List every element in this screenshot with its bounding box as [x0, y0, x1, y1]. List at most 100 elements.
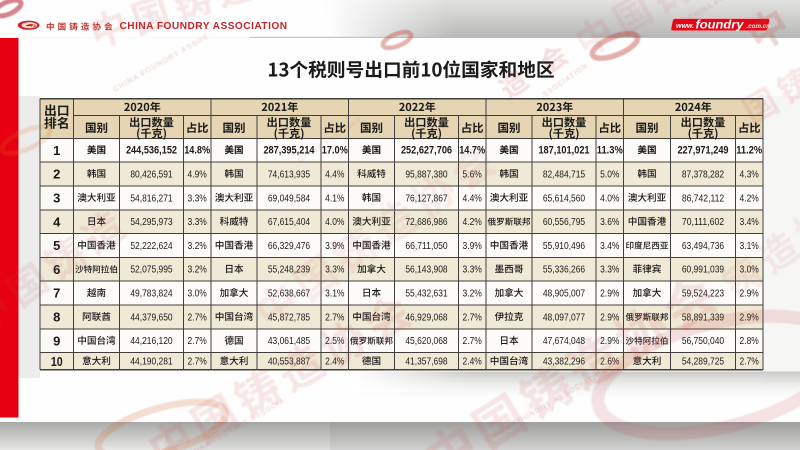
- svg-text:60,991,039: 60,991,039: [682, 265, 725, 276]
- svg-text:44,216,120: 44,216,120: [130, 336, 173, 347]
- svg-text:60,556,795: 60,556,795: [543, 217, 586, 228]
- svg-text:41,357,698: 41,357,698: [405, 357, 448, 368]
- svg-text:11.2%: 11.2%: [736, 145, 762, 157]
- svg-text:10: 10: [51, 354, 63, 369]
- svg-text:66,711,050: 66,711,050: [405, 241, 448, 252]
- svg-text:2.9%: 2.9%: [600, 336, 619, 347]
- svg-text:1: 1: [53, 143, 60, 158]
- svg-text:8: 8: [53, 310, 60, 325]
- svg-text:65,614,560: 65,614,560: [543, 193, 586, 204]
- svg-text:87,378,282: 87,378,282: [682, 169, 725, 180]
- svg-text:55,248,239: 55,248,239: [268, 265, 311, 276]
- svg-text:45,620,068: 45,620,068: [405, 336, 448, 347]
- svg-text:3.3%: 3.3%: [188, 193, 207, 204]
- svg-text:3.6%: 3.6%: [600, 217, 619, 228]
- svg-text:3.1%: 3.1%: [325, 289, 344, 300]
- svg-text:CHINA FOUNDRY ASSOCIATION: CHINA FOUNDRY ASSOCIATION: [120, 21, 288, 32]
- svg-text:55,910,496: 55,910,496: [543, 241, 586, 252]
- svg-text:2.5%: 2.5%: [325, 336, 344, 347]
- svg-text:4.2%: 4.2%: [740, 193, 759, 204]
- svg-text:3.9%: 3.9%: [463, 241, 482, 252]
- svg-text:3.2%: 3.2%: [188, 241, 207, 252]
- svg-text:2.7%: 2.7%: [188, 312, 207, 323]
- svg-text:86,742,112: 86,742,112: [682, 193, 725, 204]
- svg-text:4.1%: 4.1%: [325, 193, 344, 204]
- svg-text:55,336,266: 55,336,266: [543, 265, 586, 276]
- svg-text:2.4%: 2.4%: [463, 357, 482, 368]
- svg-text:2.7%: 2.7%: [463, 312, 482, 323]
- svg-text:FA: FA: [31, 24, 36, 28]
- svg-text:43,061,485: 43,061,485: [268, 336, 311, 347]
- svg-text:4.3%: 4.3%: [740, 169, 759, 180]
- svg-text:54,289,725: 54,289,725: [682, 357, 725, 368]
- svg-text:67,615,404: 67,615,404: [268, 217, 311, 228]
- svg-text:2: 2: [53, 167, 60, 182]
- svg-text:3.3%: 3.3%: [325, 265, 344, 276]
- svg-text:187,101,021: 187,101,021: [538, 145, 589, 157]
- svg-text:54,816,271: 54,816,271: [130, 193, 173, 204]
- svg-text:2.7%: 2.7%: [325, 312, 344, 323]
- svg-text:287,395,214: 287,395,214: [263, 145, 315, 157]
- svg-text:52,222,624: 52,222,624: [130, 241, 173, 252]
- svg-text:47,674,048: 47,674,048: [543, 336, 586, 347]
- svg-text:7: 7: [53, 286, 60, 301]
- svg-text:45,872,785: 45,872,785: [268, 312, 311, 323]
- svg-text:52,075,995: 52,075,995: [130, 265, 173, 276]
- svg-text:48,905,007: 48,905,007: [543, 289, 586, 300]
- svg-text:80,426,591: 80,426,591: [130, 169, 173, 180]
- svg-text:3.2%: 3.2%: [463, 289, 482, 300]
- svg-text:95,887,380: 95,887,380: [405, 169, 448, 180]
- svg-text:11.3%: 11.3%: [597, 145, 623, 157]
- svg-text:74,613,935: 74,613,935: [268, 169, 311, 180]
- svg-text:2.7%: 2.7%: [463, 336, 482, 347]
- svg-text:43,382,296: 43,382,296: [543, 357, 586, 368]
- svg-text:252,627,706: 252,627,706: [401, 145, 452, 157]
- svg-text:4: 4: [53, 214, 61, 229]
- svg-text:3.2%: 3.2%: [188, 265, 207, 276]
- svg-text:3.1%: 3.1%: [740, 241, 759, 252]
- svg-text:69,049,584: 69,049,584: [268, 193, 311, 204]
- svg-text:3.3%: 3.3%: [188, 217, 207, 228]
- svg-text:2.7%: 2.7%: [188, 336, 207, 347]
- svg-text:4.0%: 4.0%: [325, 217, 344, 228]
- svg-text:48,097,077: 48,097,077: [543, 312, 586, 323]
- svg-text:58,891,339: 58,891,339: [682, 312, 725, 323]
- svg-text:55,432,631: 55,432,631: [405, 289, 448, 300]
- svg-text:14.8%: 14.8%: [184, 145, 210, 157]
- svg-text:56,750,040: 56,750,040: [682, 336, 725, 347]
- svg-text:59,524,223: 59,524,223: [682, 289, 725, 300]
- svg-text:82,484,715: 82,484,715: [543, 169, 586, 180]
- svg-text:2.9%: 2.9%: [600, 289, 619, 300]
- svg-text:3.4%: 3.4%: [740, 217, 759, 228]
- svg-text:2.7%: 2.7%: [188, 357, 207, 368]
- svg-text:4.9%: 4.9%: [188, 169, 207, 180]
- svg-text:76,127,867: 76,127,867: [405, 193, 448, 204]
- svg-text:3.3%: 3.3%: [463, 265, 482, 276]
- svg-text:227,971,249: 227,971,249: [677, 145, 728, 157]
- svg-text:foundry: foundry: [696, 19, 745, 31]
- svg-text:44,190,281: 44,190,281: [130, 357, 173, 368]
- svg-text:5.0%: 5.0%: [600, 169, 619, 180]
- svg-text:46,929,068: 46,929,068: [405, 312, 448, 323]
- svg-text:www.: www.: [676, 23, 694, 30]
- svg-text:244,536,152: 244,536,152: [126, 145, 177, 157]
- svg-text:2.9%: 2.9%: [740, 289, 759, 300]
- svg-text:49,783,824: 49,783,824: [130, 289, 173, 300]
- svg-text:72,686,986: 72,686,986: [405, 217, 448, 228]
- svg-text:4.2%: 4.2%: [463, 217, 482, 228]
- svg-text:4.4%: 4.4%: [463, 193, 482, 204]
- svg-text:2.8%: 2.8%: [740, 336, 759, 347]
- svg-text:2.4%: 2.4%: [325, 357, 344, 368]
- svg-text:9: 9: [53, 333, 60, 348]
- svg-text:3.4%: 3.4%: [600, 241, 619, 252]
- svg-text:4.0%: 4.0%: [600, 193, 619, 204]
- svg-text:63,494,736: 63,494,736: [682, 241, 725, 252]
- svg-text:2.7%: 2.7%: [740, 357, 759, 368]
- svg-text:70,111,602: 70,111,602: [682, 217, 725, 228]
- svg-text:3.3%: 3.3%: [600, 265, 619, 276]
- svg-text:3.0%: 3.0%: [188, 289, 207, 300]
- svg-text:56,143,908: 56,143,908: [405, 265, 448, 276]
- svg-text:17.0%: 17.0%: [322, 145, 348, 157]
- svg-text:44,379,650: 44,379,650: [130, 312, 173, 323]
- svg-text:.com.cn: .com.cn: [747, 23, 771, 30]
